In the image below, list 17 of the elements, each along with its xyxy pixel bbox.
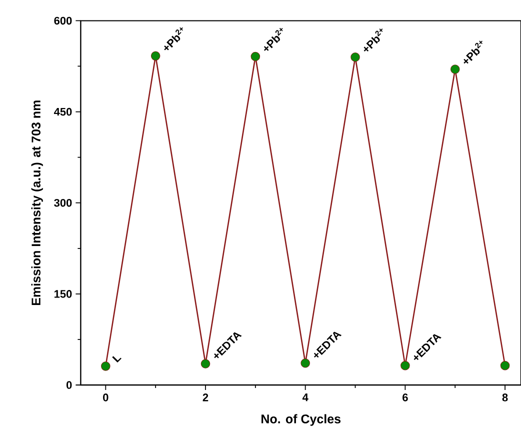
x-tick-label: 4 xyxy=(302,394,308,402)
y-tick-label: 600 xyxy=(54,16,72,25)
y-tick-label: 300 xyxy=(54,198,72,207)
annotation: +Pb$^{2+}$ xyxy=(264,28,283,51)
annotation: L xyxy=(112,356,122,363)
y-axis-title: Emission Intensity (a.u.) at 703 nm xyxy=(31,100,43,306)
x-tick-label: 6 xyxy=(402,394,408,402)
annotation: +Pb$^{2+}$ xyxy=(364,28,383,52)
annotation: +Pb$^{2+}$ xyxy=(464,40,483,64)
x-tick-label: 8 xyxy=(502,394,508,402)
y-tick-label: 150 xyxy=(54,290,72,298)
x-tick-label: 0 xyxy=(103,394,108,402)
y-tick-label: 450 xyxy=(54,108,72,116)
y-tick-label: 0 xyxy=(66,381,72,389)
annotation: +Pb$^{2+}$ xyxy=(164,27,183,50)
x-axis-title: No. of Cycles xyxy=(262,414,341,426)
x-tick-label: 2 xyxy=(202,394,208,402)
